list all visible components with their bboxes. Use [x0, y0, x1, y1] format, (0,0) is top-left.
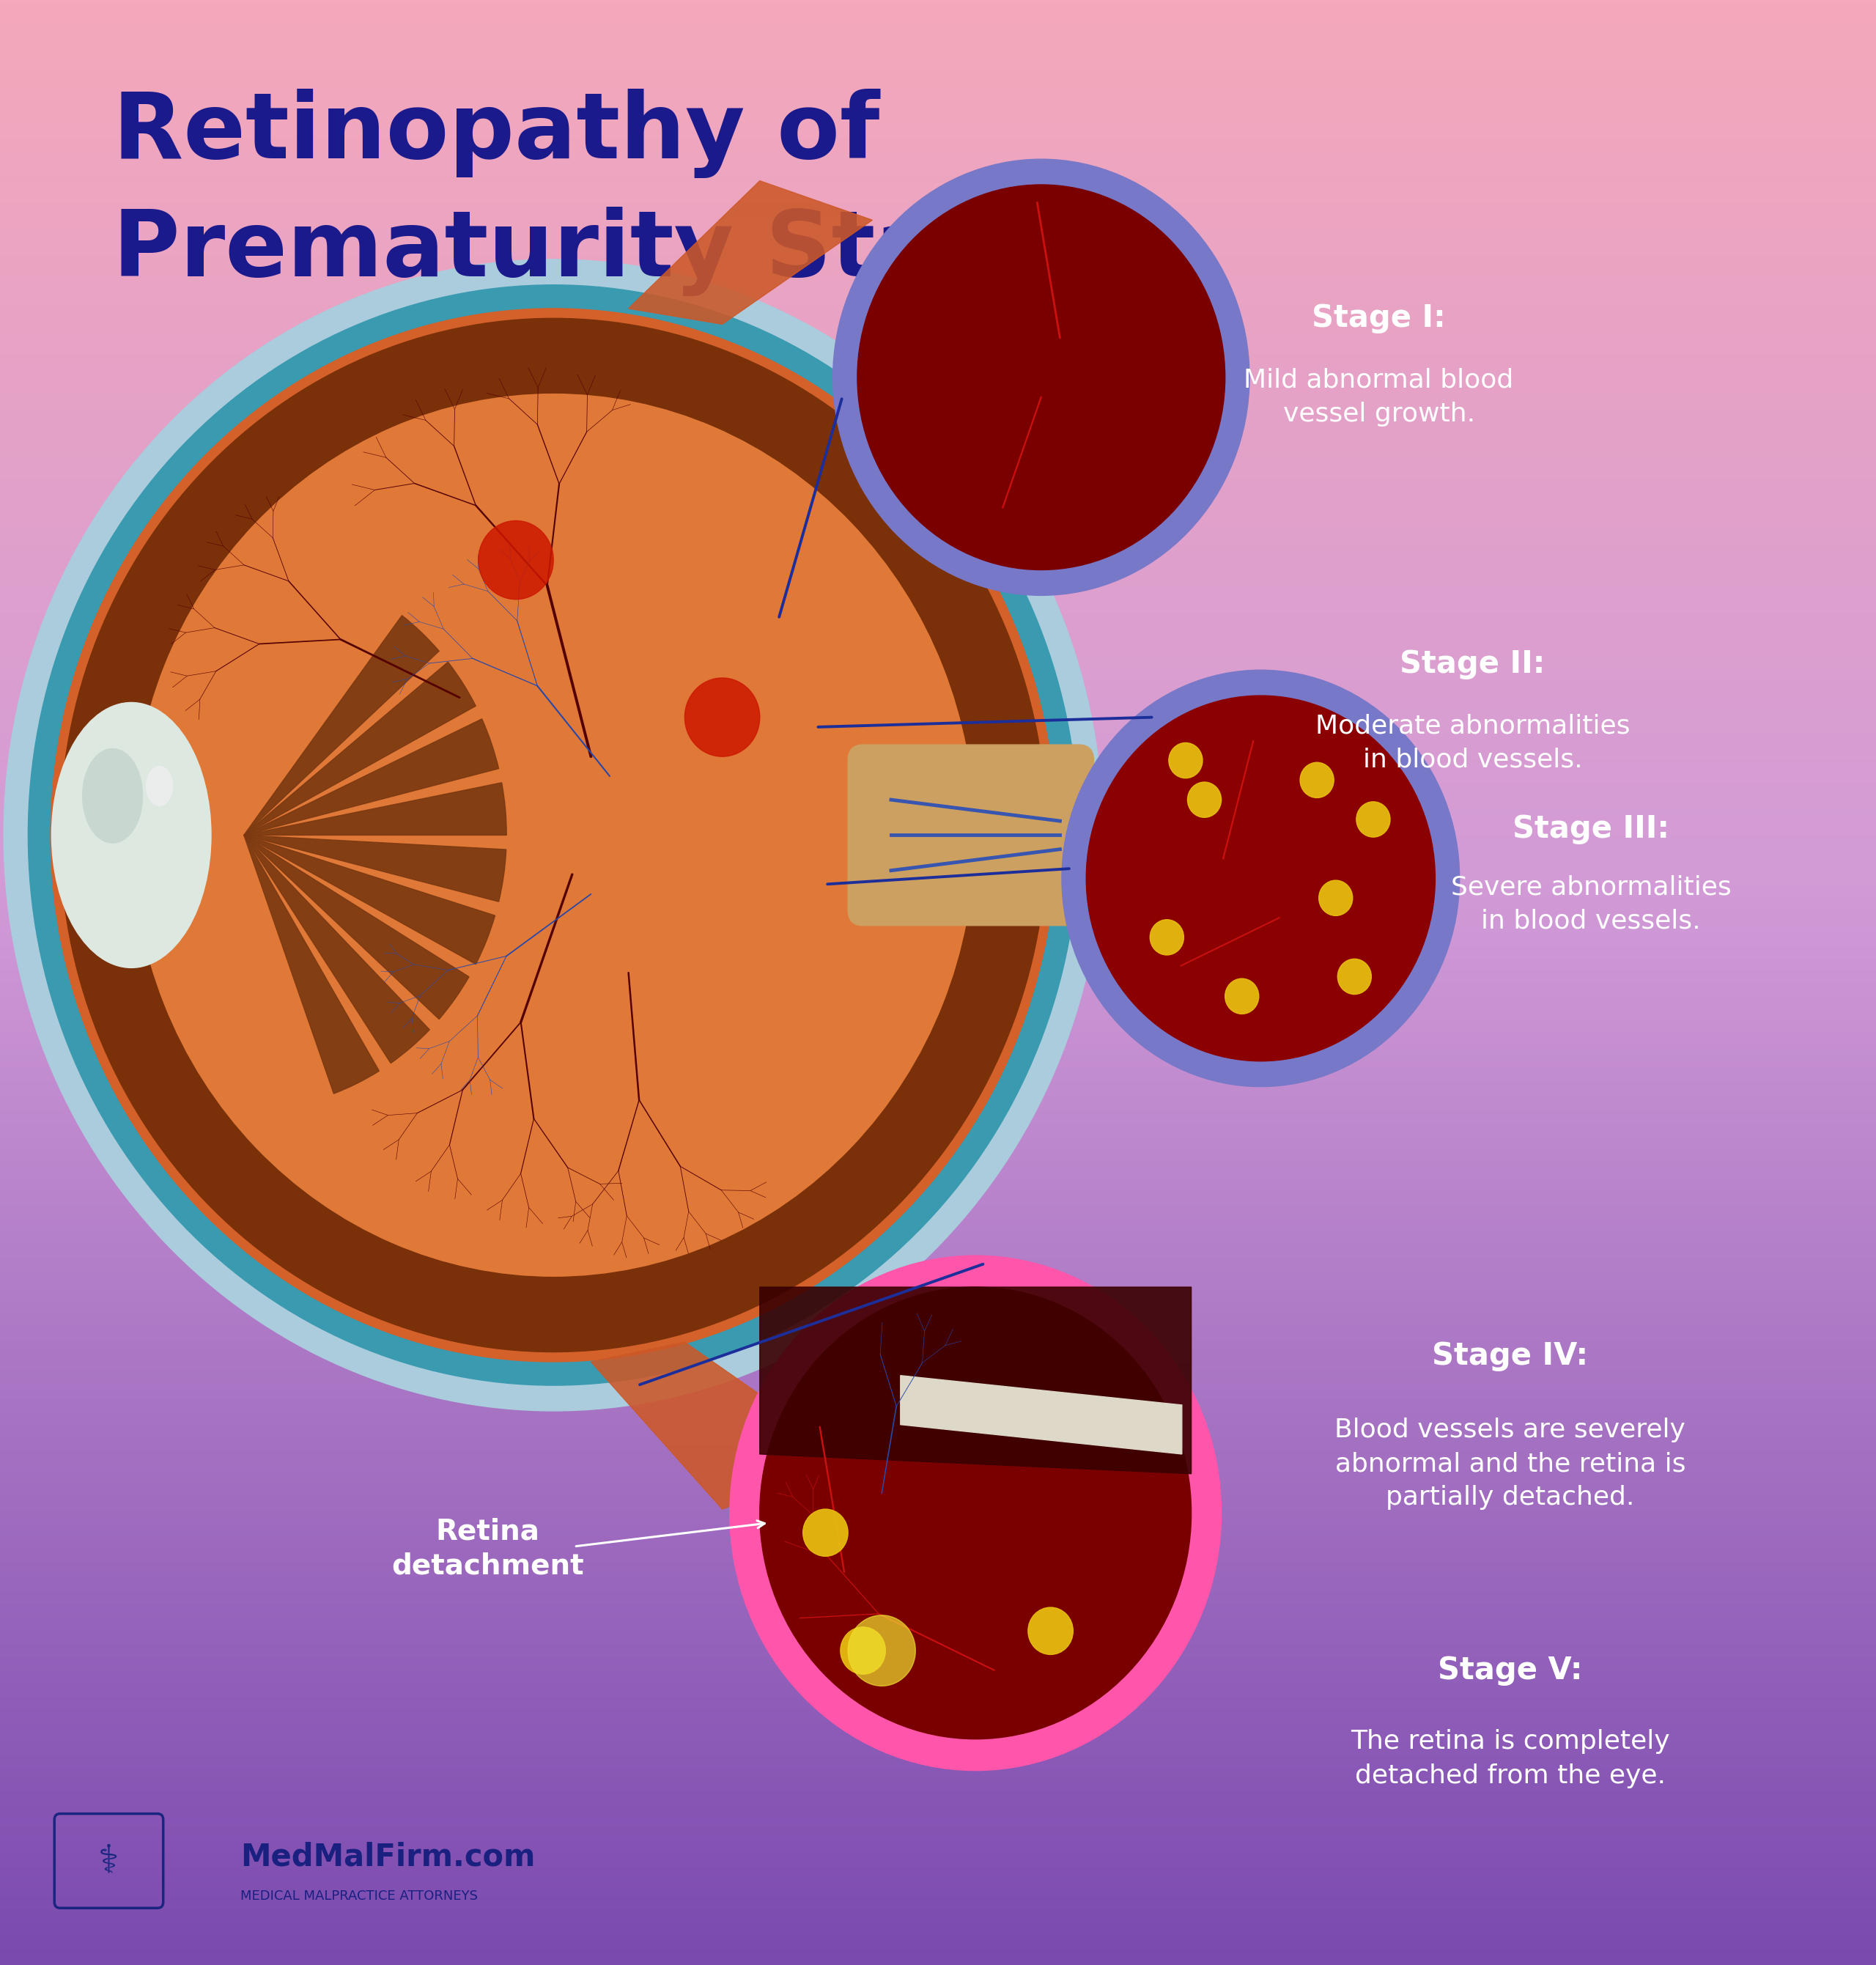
- Polygon shape: [628, 181, 872, 324]
- Text: Blood vessels are severely
abnormal and the retina is
partially detached.: Blood vessels are severely abnormal and …: [1334, 1417, 1687, 1511]
- Text: MEDICAL MALPRACTICE ATTORNEYS: MEDICAL MALPRACTICE ATTORNEYS: [240, 1890, 478, 1902]
- Wedge shape: [244, 835, 495, 965]
- Text: Retinopathy of: Retinopathy of: [113, 88, 880, 179]
- Text: Stage III:: Stage III:: [1512, 814, 1670, 845]
- Circle shape: [4, 259, 1103, 1411]
- Circle shape: [730, 1256, 1221, 1770]
- Circle shape: [840, 1627, 885, 1674]
- FancyBboxPatch shape: [848, 745, 1094, 926]
- Circle shape: [66, 324, 1041, 1346]
- Wedge shape: [244, 835, 469, 1020]
- Wedge shape: [244, 662, 477, 835]
- Text: Prematurity Stages: Prematurity Stages: [113, 206, 1118, 297]
- Circle shape: [1028, 1607, 1073, 1655]
- Text: Severe abnormalities
in blood vessels.: Severe abnormalities in blood vessels.: [1450, 874, 1732, 933]
- Text: Stage I:: Stage I:: [1311, 303, 1446, 334]
- Ellipse shape: [51, 703, 210, 969]
- Wedge shape: [244, 835, 430, 1063]
- Wedge shape: [244, 719, 499, 835]
- Text: Stage II:: Stage II:: [1399, 648, 1546, 680]
- Circle shape: [803, 1509, 848, 1556]
- Circle shape: [1169, 743, 1203, 778]
- Polygon shape: [900, 1375, 1182, 1454]
- Polygon shape: [591, 1342, 854, 1509]
- Circle shape: [51, 309, 1056, 1362]
- Polygon shape: [760, 1287, 1191, 1474]
- Circle shape: [1356, 802, 1390, 837]
- Circle shape: [1300, 762, 1334, 798]
- Text: Stage V:: Stage V:: [1437, 1655, 1583, 1686]
- Circle shape: [760, 1287, 1191, 1739]
- Ellipse shape: [146, 766, 173, 806]
- Ellipse shape: [83, 749, 143, 843]
- Text: Stage IV:: Stage IV:: [1431, 1340, 1589, 1372]
- Circle shape: [1225, 979, 1259, 1014]
- Circle shape: [848, 1615, 915, 1686]
- Wedge shape: [244, 782, 507, 835]
- Text: The retina is completely
detached from the eye.: The retina is completely detached from t…: [1351, 1729, 1670, 1788]
- Circle shape: [685, 678, 760, 757]
- Text: Moderate abnormalities
in blood vessels.: Moderate abnormalities in blood vessels.: [1315, 713, 1630, 772]
- Text: Retina
detachment: Retina detachment: [392, 1517, 583, 1580]
- Wedge shape: [244, 835, 507, 902]
- Text: ⚕: ⚕: [98, 1841, 120, 1881]
- Circle shape: [1338, 959, 1371, 994]
- Circle shape: [1150, 920, 1184, 955]
- Circle shape: [1319, 880, 1353, 916]
- Wedge shape: [244, 615, 439, 835]
- Circle shape: [1188, 782, 1221, 817]
- Circle shape: [1062, 670, 1460, 1087]
- Circle shape: [857, 185, 1225, 570]
- Circle shape: [1086, 696, 1435, 1061]
- Text: MedMalFirm.com: MedMalFirm.com: [240, 1841, 535, 1873]
- Circle shape: [478, 521, 553, 599]
- Wedge shape: [244, 835, 379, 1095]
- Circle shape: [833, 159, 1249, 595]
- Text: Mild abnormal blood
vessel growth.: Mild abnormal blood vessel growth.: [1244, 367, 1514, 426]
- Circle shape: [28, 285, 1079, 1385]
